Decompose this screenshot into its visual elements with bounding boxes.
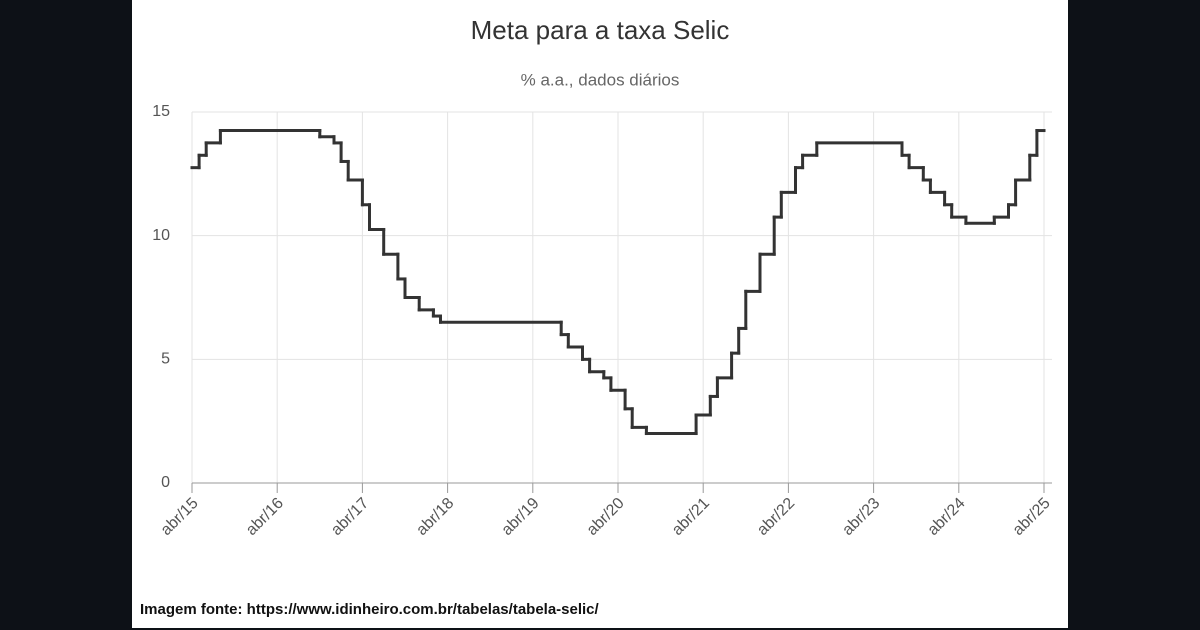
y-tick-label: 5: [161, 351, 170, 368]
chart-subtitle: % a.a., dados diários: [521, 70, 680, 89]
source-note: Imagem fonte: https://www.idinheiro.com.…: [140, 601, 600, 618]
y-tick-label: 15: [152, 103, 170, 120]
chart-card: [132, 0, 1068, 628]
y-tick-label: 0: [161, 474, 170, 491]
y-tick-label: 10: [152, 227, 170, 244]
chart-title: Meta para a taxa Selic: [471, 15, 730, 45]
